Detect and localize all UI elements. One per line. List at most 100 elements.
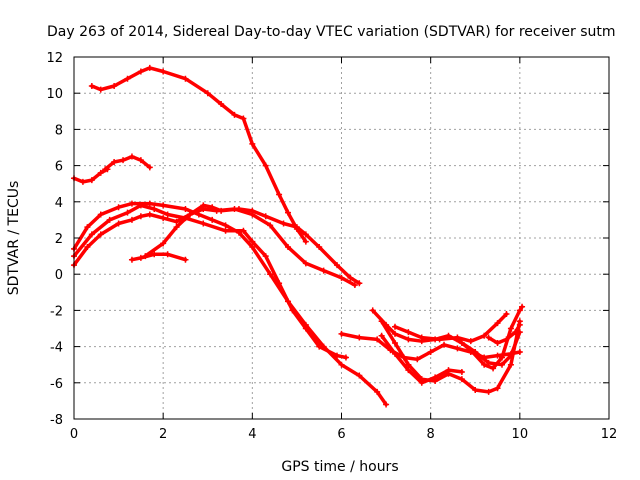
data-point-plus [267, 222, 274, 229]
data-point-plus [204, 90, 211, 97]
data-point-plus [485, 334, 492, 341]
data-point-plus [173, 218, 180, 225]
data-point-plus [414, 356, 421, 363]
data-point-plus [146, 200, 153, 207]
x-tick-label: 2 [159, 427, 167, 442]
data-point-plus [481, 332, 488, 339]
data-point-plus [507, 361, 514, 368]
data-point-plus [276, 280, 283, 287]
data-point-plus [104, 166, 111, 173]
data-point-plus [494, 320, 501, 327]
data-point-plus [418, 334, 425, 341]
data-point-plus [378, 332, 385, 339]
data-point-plus [97, 231, 104, 238]
x-tick-label: 12 [601, 427, 618, 442]
data-point-plus [427, 349, 434, 356]
data-point-plus [503, 311, 510, 318]
y-tick-label: 2 [55, 232, 63, 247]
data-point-plus [503, 336, 510, 343]
y-tick-label: 6 [55, 160, 63, 175]
data-point-plus [120, 157, 127, 164]
data-point-plus [302, 260, 309, 267]
data-point-plus [182, 256, 189, 263]
data-point-plus [378, 318, 385, 325]
data-point-plus [405, 361, 412, 368]
series-arc-d [71, 200, 390, 408]
data-point-plus [222, 227, 229, 234]
x-tick-label: 8 [427, 427, 435, 442]
series-line [103, 154, 152, 171]
data-point-plus [499, 354, 505, 361]
data-point-plus [472, 387, 479, 394]
data-point-plus [302, 325, 309, 332]
data-point-plus [316, 244, 323, 251]
data-point-plus [84, 224, 91, 231]
data-point-plus [160, 202, 167, 209]
data-point-plus [111, 82, 118, 89]
series-arc-f [71, 202, 349, 361]
data-point-plus [79, 178, 86, 185]
data-point-plus [374, 336, 381, 343]
data-point-plus [347, 274, 354, 281]
data-point-plus [218, 207, 225, 214]
data-point-plus [124, 209, 131, 216]
data-point-plus [334, 352, 341, 359]
data-point-plus [374, 388, 381, 395]
data-point-plus [137, 157, 144, 164]
data-point-plus [240, 227, 247, 234]
data-point-plus [128, 256, 135, 263]
data-point-plus [164, 251, 171, 258]
x-tick-label: 4 [248, 427, 256, 442]
y-axis-label: SDTVAR / TECUs [6, 181, 22, 296]
data-point-plus [209, 216, 216, 223]
data-point-plus [182, 206, 189, 213]
data-point-plus [249, 244, 256, 251]
series-arc-n [454, 303, 526, 372]
data-point-plus [436, 336, 443, 343]
y-tick-label: 8 [55, 123, 63, 138]
data-point-plus [445, 367, 452, 374]
data-point-plus [240, 115, 247, 122]
data-point-plus [88, 231, 95, 238]
chart-title: Day 263 of 2014, Sidereal Day-to-day VTE… [47, 24, 616, 40]
data-point-plus [128, 153, 135, 160]
data-point-plus [128, 200, 135, 207]
data-point-plus [494, 352, 501, 359]
data-point-plus [200, 202, 207, 209]
data-point-plus [512, 329, 519, 336]
data-point-plus [289, 307, 296, 314]
data-point-plus [369, 307, 376, 314]
data-point-plus [285, 244, 291, 251]
data-point-plus [142, 253, 149, 260]
data-point-plus [485, 388, 492, 395]
series-line [90, 66, 308, 244]
data-point-plus [222, 222, 229, 229]
data-point-plus [338, 361, 345, 368]
data-point-plus [392, 339, 398, 346]
data-point-plus [499, 361, 505, 368]
data-point-plus [209, 204, 216, 211]
series-arc-h [142, 202, 363, 287]
data-point-plus [342, 354, 349, 361]
data-point-plus [160, 68, 167, 75]
data-point-plus [516, 307, 523, 314]
data-point-plus [458, 368, 465, 375]
series-line [72, 203, 348, 360]
series-arc-a [88, 64, 309, 245]
data-point-plus [97, 169, 104, 176]
data-point-plus [249, 140, 256, 147]
data-point-plus [137, 213, 144, 220]
x-tick-label: 10 [512, 427, 529, 442]
data-point-plus [186, 211, 193, 218]
x-axis-label: GPS time / hours [281, 459, 398, 475]
data-point-plus [249, 238, 256, 245]
data-point-plus [276, 191, 283, 198]
series-line [72, 201, 388, 407]
data-point-plus [128, 216, 135, 223]
y-tick-label: -8 [50, 413, 63, 428]
data-point-plus [293, 224, 300, 231]
data-point-plus [115, 220, 122, 227]
data-point-plus [467, 347, 474, 354]
data-point-plus [356, 372, 363, 379]
data-point-plus [146, 164, 153, 171]
